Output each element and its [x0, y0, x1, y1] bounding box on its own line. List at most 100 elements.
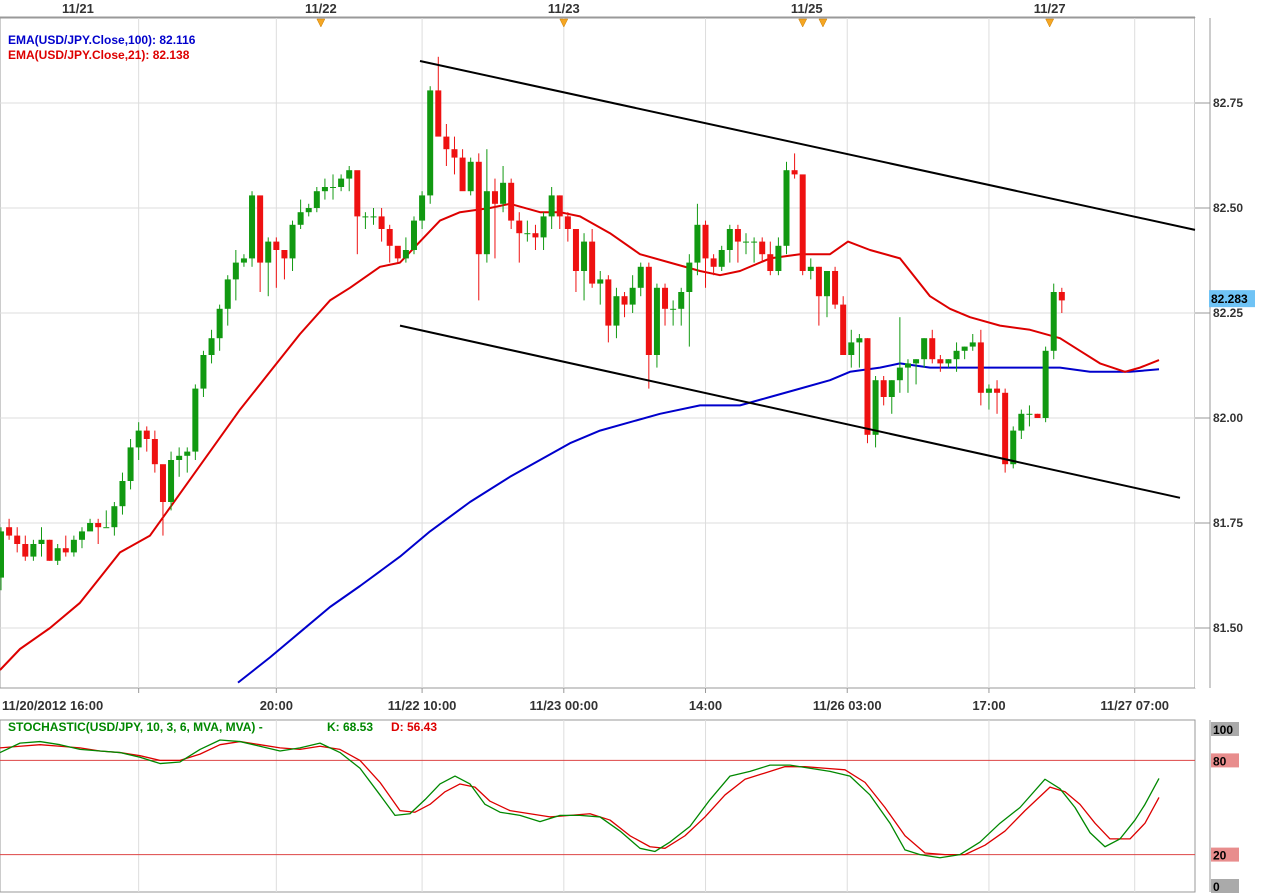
candle-up [678, 287, 685, 326]
candle-body [386, 229, 393, 246]
last-price-badge-bg [1209, 290, 1255, 308]
candle-up [427, 86, 434, 204]
candle-body [516, 220, 523, 234]
candle-body [78, 531, 85, 540]
candle-body [807, 266, 814, 271]
candle-up [224, 275, 231, 326]
candle-body [159, 464, 166, 502]
candle-body [637, 266, 644, 288]
candle-up [613, 287, 620, 339]
candle-down [645, 262, 652, 389]
candle-down [386, 224, 393, 263]
top-date-label: 11/25 [791, 1, 823, 16]
candle-body [38, 539, 45, 544]
candle-body [678, 292, 685, 309]
candle-up [726, 224, 733, 263]
candle-up [985, 384, 992, 410]
candle-body [508, 182, 515, 221]
candle-body [896, 367, 903, 381]
stochastic-title: STOCHASTIC(USD/JPY, 10, 3, 6, MVA, MVA) … [8, 720, 263, 734]
candle-body [589, 241, 596, 284]
candle-body [921, 338, 928, 360]
candle-up [872, 376, 879, 448]
candle-up [87, 518, 94, 532]
candle-body [937, 359, 944, 364]
candle-body [694, 224, 701, 263]
candle-down [799, 174, 806, 276]
candle-down [994, 380, 1001, 414]
candle-body [22, 544, 29, 557]
candle-up [338, 174, 345, 192]
candle-down [1058, 287, 1065, 313]
candle-down [710, 254, 717, 276]
candle-body [281, 250, 288, 259]
candle-down [589, 229, 596, 288]
candle-body [6, 527, 13, 536]
candle-up [249, 191, 256, 267]
candle-up [581, 233, 588, 301]
candle-body [718, 250, 725, 267]
time-tick-label: 20:00 [260, 698, 293, 713]
candle-body [475, 161, 482, 255]
candle-up [969, 334, 976, 351]
candle-up [184, 447, 191, 473]
candle-down [22, 535, 29, 561]
candle-body [613, 296, 620, 326]
candle-body [46, 539, 53, 561]
candle-body [1058, 292, 1065, 301]
candle-body [913, 359, 920, 364]
candle-body [184, 451, 191, 456]
candle-body [977, 342, 984, 393]
candlestick-series [0, 56, 1065, 591]
ema100-series [237, 362, 1160, 684]
stochastic-tick-label: 80 [1213, 754, 1227, 768]
channel-lower-line [399, 324, 1181, 499]
candle-up [597, 271, 604, 305]
candle-body [427, 90, 434, 196]
candle-body [823, 271, 830, 297]
price-tick-label: 81.75 [1213, 516, 1243, 530]
candle-up [961, 346, 968, 360]
candle-up [904, 359, 911, 393]
candle-up [953, 342, 960, 372]
candle-down [880, 376, 887, 406]
price-tick-label: 82.25 [1213, 306, 1243, 320]
stochastic-axis-ticks: 100 80 20 0 [1211, 722, 1239, 894]
candle-body [872, 380, 879, 435]
time-tick-label: 11/27 07:00 [1100, 698, 1169, 713]
stochastic-plot-border [0, 719, 1196, 893]
candle-body [815, 266, 822, 297]
session-marker-icon [818, 18, 828, 28]
time-tick-label: 11/26 03:00 [813, 698, 882, 713]
price-plot-border [0, 17, 1196, 689]
price-axis-tick-labels: 82.75 82.50 82.25 82.00 81.75 81.50 [1213, 96, 1243, 635]
stochastic-k-label: K: 68.53 [327, 720, 373, 734]
candle-down [475, 153, 482, 301]
candle-body [556, 195, 563, 217]
candle-body [994, 388, 1001, 393]
candle-down [378, 208, 385, 242]
candle-body [289, 224, 296, 259]
candle-up [1018, 409, 1025, 439]
candle-body [419, 195, 426, 221]
candle-body [945, 359, 952, 364]
stochastic-reference-lines [0, 759, 1195, 856]
candle-up [313, 187, 320, 213]
candle-up [240, 254, 247, 267]
candle-body [491, 191, 498, 204]
stochastic-tick-label: 20 [1213, 849, 1227, 863]
candle-up [410, 216, 417, 255]
candle-down [621, 292, 628, 318]
time-tick-label: 17:00 [972, 698, 1005, 713]
candle-body [30, 544, 37, 557]
time-tick-label: 11/22 10:00 [388, 698, 457, 713]
candle-body [969, 342, 976, 347]
date-gridlines [138, 18, 1136, 688]
candle-body [208, 338, 215, 355]
candle-body [467, 161, 474, 192]
stochastic-k-line [0, 739, 1160, 859]
candle-up [743, 233, 750, 255]
candle-down [516, 212, 523, 263]
stochastic-tick-bg [1211, 879, 1239, 893]
